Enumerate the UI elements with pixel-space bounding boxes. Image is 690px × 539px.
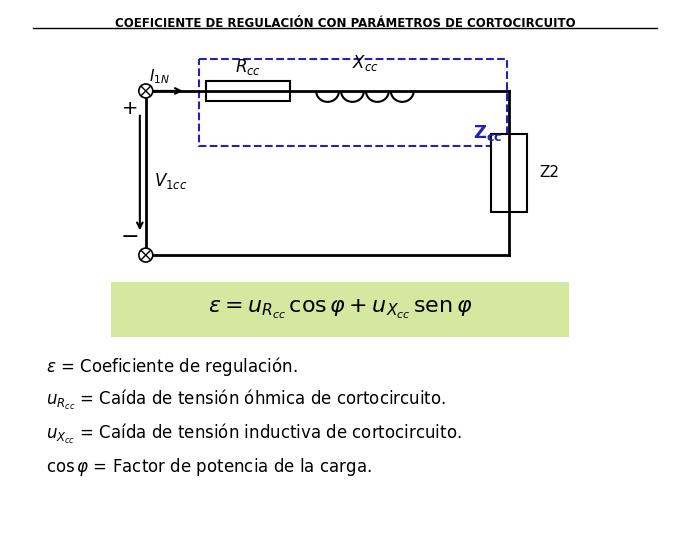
Bar bbox=[199, 59, 507, 146]
Text: $\cos\varphi$ = Factor de potencia de la carga.: $\cos\varphi$ = Factor de potencia de la… bbox=[46, 456, 372, 478]
Text: $V_{1cc}$: $V_{1cc}$ bbox=[154, 171, 187, 191]
Bar bbox=[111, 282, 569, 337]
Text: Z2: Z2 bbox=[539, 165, 559, 181]
Bar bbox=[206, 81, 290, 101]
Text: $I_{1N}$: $I_{1N}$ bbox=[149, 67, 170, 86]
Text: $\varepsilon$ = Coeficiente de regulación.: $\varepsilon$ = Coeficiente de regulació… bbox=[46, 355, 297, 377]
Circle shape bbox=[139, 248, 152, 262]
Text: $X_{cc}$: $X_{cc}$ bbox=[351, 53, 378, 73]
Text: $\varepsilon = u_{R_{cc}}\,\cos\varphi + u_{X_{cc}}\,\mathrm{sen}\,\varphi$: $\varepsilon = u_{R_{cc}}\,\cos\varphi +… bbox=[208, 298, 473, 321]
Bar bbox=[491, 134, 527, 212]
Text: −: − bbox=[121, 227, 139, 247]
Text: +: + bbox=[121, 99, 138, 119]
Text: $u_{X_{cc}}$ = Caída de tensión inductiva de cortocircuito.: $u_{X_{cc}}$ = Caída de tensión inductiv… bbox=[46, 422, 462, 446]
Text: $R_{cc}$: $R_{cc}$ bbox=[235, 57, 261, 77]
Text: COEFICIENTE DE REGULACIÓN CON PARÁMETROS DE CORTOCIRCUITO: COEFICIENTE DE REGULACIÓN CON PARÁMETROS… bbox=[115, 17, 575, 30]
Circle shape bbox=[139, 84, 152, 98]
Text: $u_{R_{cc}}$ = Caída de tensión óhmica de cortocircuito.: $u_{R_{cc}}$ = Caída de tensión óhmica d… bbox=[46, 389, 446, 412]
Text: $\mathbf{Z_{cc}}$: $\mathbf{Z_{cc}}$ bbox=[473, 123, 502, 143]
